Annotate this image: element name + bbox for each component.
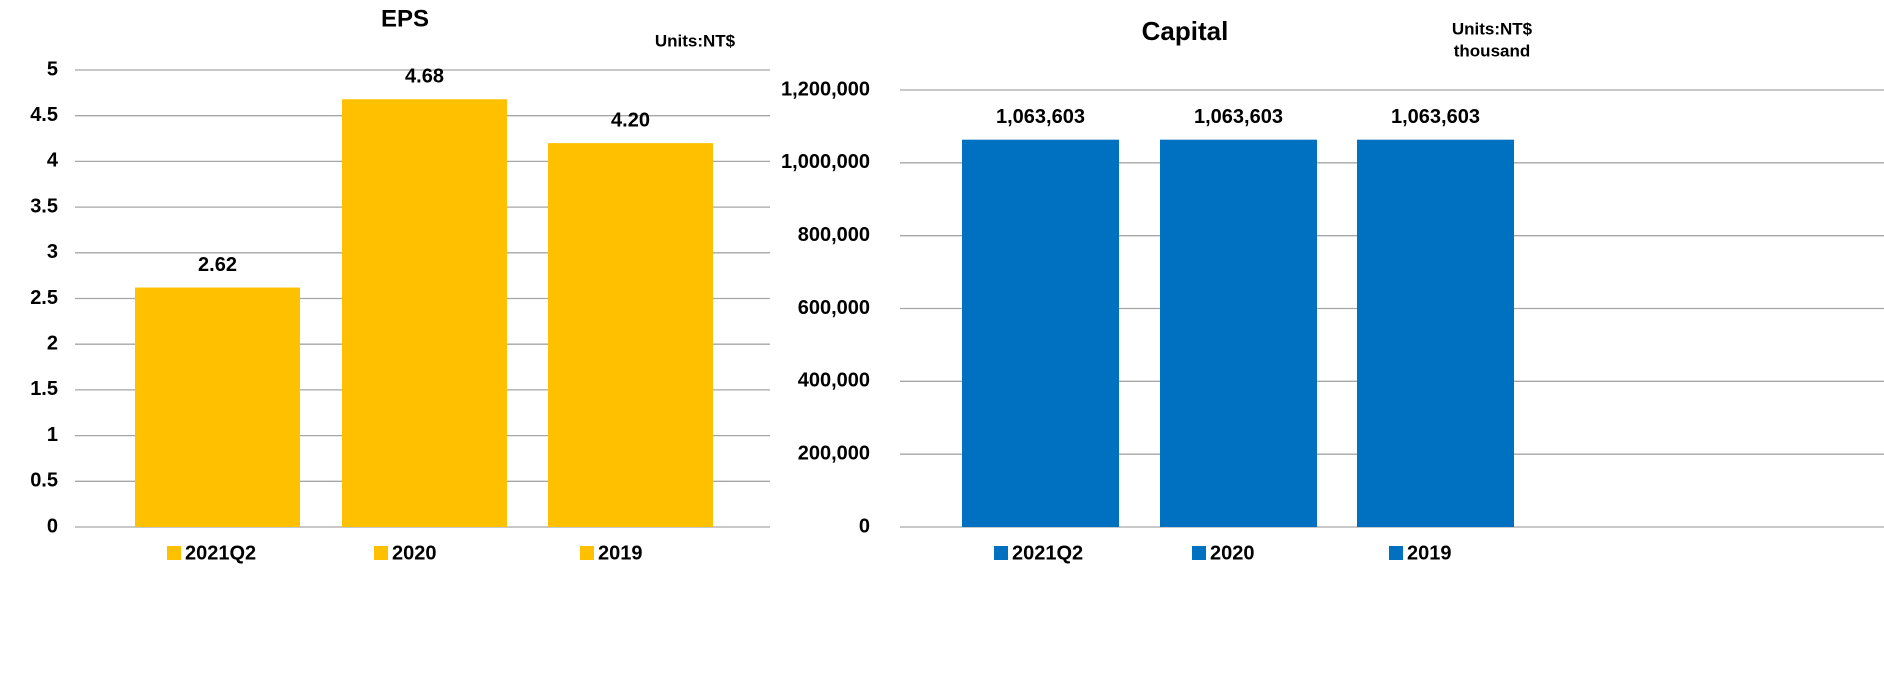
y-tick-label: 2.5 <box>30 287 58 309</box>
x-tick-label: 2019 <box>598 542 643 564</box>
bar <box>1160 139 1317 527</box>
y-tick-label: 2 <box>47 332 58 354</box>
value-label: 1,063,603 <box>1194 106 1283 128</box>
units-label: thousand <box>1454 41 1531 60</box>
x-tick-label: 2020 <box>1210 542 1255 564</box>
y-tick-label: 1.5 <box>30 378 58 400</box>
y-tick-label: 4 <box>47 150 59 172</box>
x-tick-label: 2020 <box>392 542 437 564</box>
bar <box>342 99 507 528</box>
legend-swatch <box>994 546 1008 560</box>
value-label: 4.20 <box>611 109 650 131</box>
chart-title: Capital <box>1142 16 1229 46</box>
bar <box>962 139 1119 527</box>
legend-swatch <box>580 546 594 560</box>
y-tick-label: 0.5 <box>30 470 58 492</box>
value-label: 1,063,603 <box>996 106 1085 128</box>
legend-swatch <box>1389 546 1403 560</box>
y-tick-label: 600,000 <box>798 297 870 319</box>
y-tick-label: 1 <box>47 424 58 446</box>
y-tick-label: 400,000 <box>798 370 870 392</box>
legend-swatch <box>167 546 181 560</box>
legend-swatch <box>374 546 388 560</box>
y-tick-label: 800,000 <box>798 224 870 246</box>
chart-title: EPS <box>381 5 429 32</box>
y-tick-label: 3.5 <box>30 195 58 217</box>
y-tick-label: 0 <box>859 515 870 537</box>
units-label: Units:NT$ <box>1452 19 1533 38</box>
y-tick-label: 5 <box>47 58 58 80</box>
y-tick-label: 1,200,000 <box>781 78 870 100</box>
legend-swatch <box>1192 546 1206 560</box>
x-tick-label: 2021Q2 <box>185 542 256 564</box>
value-label: 1,063,603 <box>1391 106 1480 128</box>
y-tick-label: 1,000,000 <box>781 151 870 173</box>
y-tick-label: 200,000 <box>798 442 870 464</box>
value-label: 2.62 <box>198 254 237 276</box>
y-tick-label: 0 <box>47 515 58 537</box>
bar <box>548 143 713 527</box>
bar <box>1357 139 1514 527</box>
bar <box>135 287 300 527</box>
y-tick-label: 3 <box>47 241 58 263</box>
x-tick-label: 2021Q2 <box>1012 542 1083 564</box>
y-tick-label: 4.5 <box>30 104 58 126</box>
units-label: Units:NT$ <box>655 31 736 50</box>
x-tick-label: 2019 <box>1407 542 1452 564</box>
value-label: 4.68 <box>405 66 444 88</box>
